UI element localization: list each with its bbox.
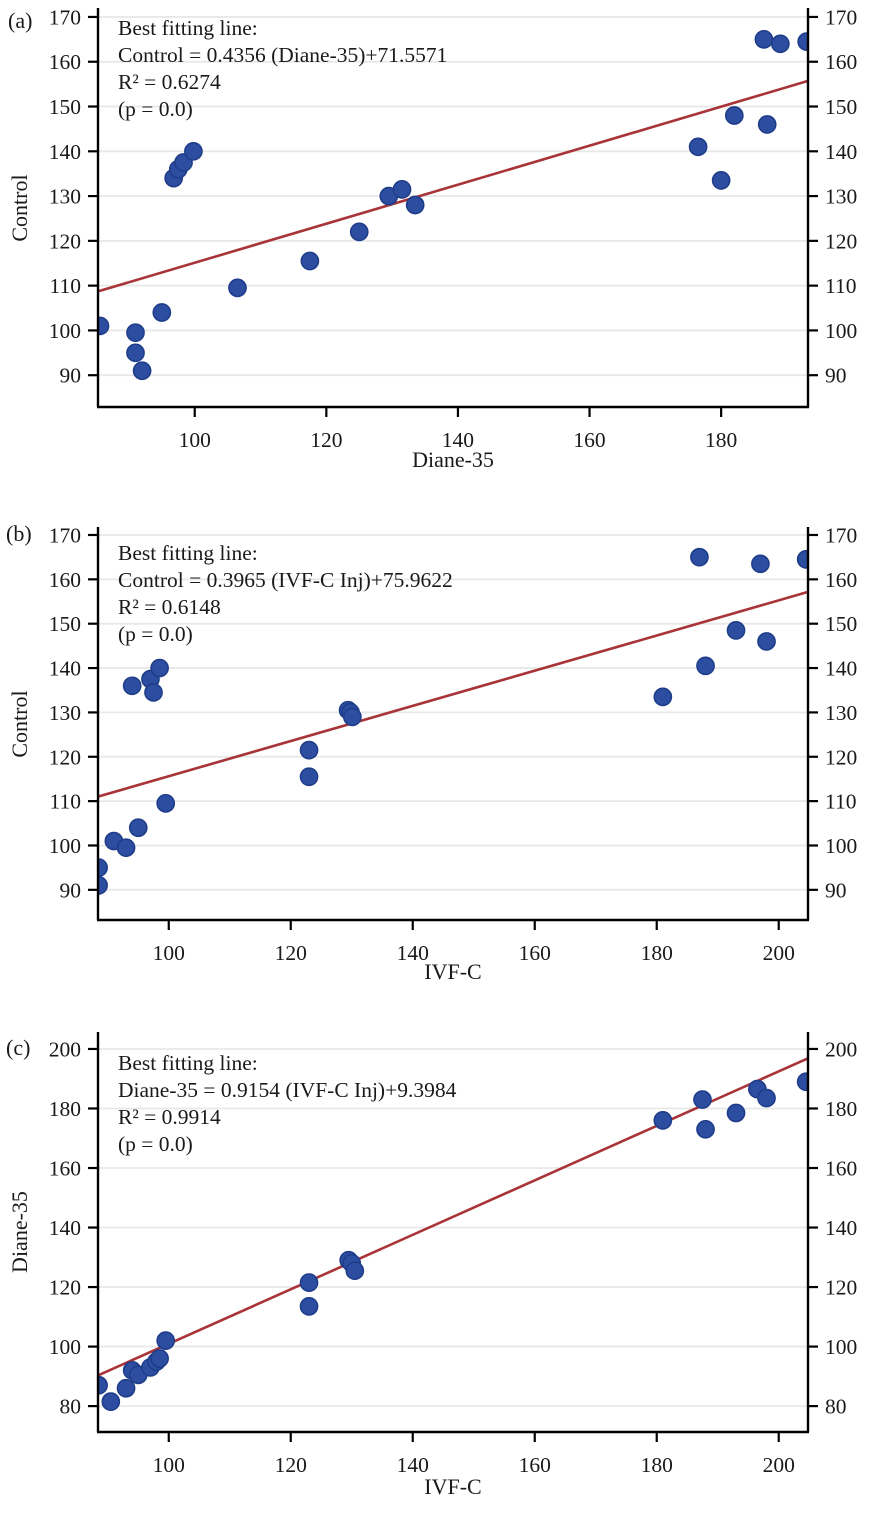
panel-label-a: (a): [8, 8, 33, 33]
svg-text:120: 120: [49, 1276, 81, 1300]
y-axis-label-b: Control: [7, 690, 32, 758]
svg-text:80: 80: [825, 1395, 847, 1419]
svg-text:160: 160: [519, 1453, 551, 1477]
svg-text:90: 90: [825, 878, 847, 902]
svg-text:120: 120: [825, 745, 857, 769]
svg-text:110: 110: [50, 790, 81, 814]
y-axis-label-a: Control: [7, 174, 32, 242]
fit-annotation-b: Best fitting line: Control = 0.3965 (IVF…: [118, 540, 453, 648]
svg-text:150: 150: [49, 95, 81, 119]
svg-text:80: 80: [60, 1395, 82, 1419]
svg-text:170: 170: [825, 523, 857, 547]
svg-text:130: 130: [49, 701, 81, 725]
svg-text:90: 90: [60, 878, 82, 902]
svg-text:100: 100: [153, 941, 185, 965]
annotation-line: (p = 0.0): [118, 1132, 193, 1156]
scatter-plot-a: 90 90 100 100 110 110 120 120 130 130 140 140 150 150…: [49, 5, 858, 452]
svg-text:140: 140: [49, 140, 81, 164]
svg-text:170: 170: [49, 5, 81, 29]
svg-text:160: 160: [49, 568, 81, 592]
svg-text:200: 200: [825, 1037, 857, 1061]
svg-text:100: 100: [825, 834, 857, 858]
annotation-line: Control = 0.4356 (Diane-35)+71.5571: [118, 43, 448, 67]
svg-text:130: 130: [825, 185, 857, 209]
svg-text:120: 120: [49, 229, 81, 253]
svg-text:120: 120: [825, 1276, 857, 1300]
svg-text:150: 150: [825, 95, 857, 119]
svg-text:160: 160: [49, 50, 81, 74]
svg-text:140: 140: [825, 140, 857, 164]
svg-text:100: 100: [153, 1453, 185, 1477]
svg-text:120: 120: [275, 1453, 307, 1477]
scatter-panel-a: 90 90 100 100 110 110 120 120 130 130 140 140 150 150…: [0, 0, 874, 514]
annotation-line: Diane-35 = 0.9154 (IVF-C Inj)+9.3984: [118, 1078, 457, 1102]
svg-text:100: 100: [49, 1335, 81, 1359]
y-axis-label-c: Diane-35: [7, 1191, 32, 1273]
svg-text:170: 170: [49, 523, 81, 547]
svg-text:200: 200: [763, 1453, 795, 1477]
svg-text:140: 140: [825, 657, 857, 681]
svg-text:140: 140: [397, 1453, 429, 1477]
svg-text:110: 110: [825, 274, 856, 298]
annotation-line: Best fitting line:: [118, 541, 258, 565]
svg-text:160: 160: [825, 1157, 857, 1181]
panel-label-b: (b): [6, 521, 32, 546]
panel-label-c: (c): [6, 1035, 31, 1060]
svg-text:90: 90: [825, 364, 847, 388]
svg-text:150: 150: [49, 612, 81, 636]
svg-text:140: 140: [825, 1216, 857, 1240]
svg-text:160: 160: [825, 568, 857, 592]
annotation-line: (p = 0.0): [118, 622, 193, 646]
svg-text:140: 140: [397, 941, 429, 965]
svg-text:160: 160: [519, 941, 551, 965]
annotation-line: Best fitting line:: [118, 1051, 258, 1075]
svg-text:110: 110: [50, 274, 81, 298]
svg-text:100: 100: [825, 319, 857, 343]
svg-text:200: 200: [49, 1037, 81, 1061]
svg-text:130: 130: [825, 701, 857, 725]
svg-text:170: 170: [825, 5, 857, 29]
svg-text:100: 100: [49, 834, 81, 858]
annotation-line: R² = 0.9914: [118, 1105, 221, 1129]
svg-text:180: 180: [825, 1097, 857, 1121]
svg-text:110: 110: [825, 790, 856, 814]
x-axis-label-b: IVF-C: [424, 959, 482, 984]
svg-text:90: 90: [60, 364, 82, 388]
svg-text:160: 160: [825, 50, 857, 74]
svg-text:120: 120: [825, 229, 857, 253]
svg-text:180: 180: [705, 428, 737, 452]
svg-text:200: 200: [763, 941, 795, 965]
scatter-plot-c: 80 80 100 100 120 120 140 140 160 160 180 180 200 200…: [49, 1032, 857, 1477]
fit-annotation-c: Best fitting line: Diane-35 = 0.9154 (IV…: [118, 1050, 456, 1158]
svg-text:100: 100: [179, 428, 211, 452]
annotation-line: R² = 0.6274: [118, 70, 221, 94]
svg-text:140: 140: [49, 657, 81, 681]
svg-text:140: 140: [442, 428, 474, 452]
svg-text:180: 180: [641, 941, 673, 965]
x-axis-label-c: IVF-C: [424, 1474, 482, 1499]
svg-text:160: 160: [573, 428, 605, 452]
fit-annotation-a: Best fitting line: Control = 0.4356 (Dia…: [118, 15, 447, 123]
svg-text:100: 100: [49, 319, 81, 343]
svg-text:120: 120: [275, 941, 307, 965]
svg-text:140: 140: [49, 1216, 81, 1240]
svg-text:180: 180: [49, 1097, 81, 1121]
annotation-line: Control = 0.3965 (IVF-C Inj)+75.9622: [118, 568, 453, 592]
svg-text:150: 150: [825, 612, 857, 636]
svg-text:130: 130: [49, 185, 81, 209]
annotation-line: (p = 0.0): [118, 97, 193, 121]
svg-text:160: 160: [49, 1157, 81, 1181]
x-axis-label-a: Diane-35: [412, 447, 494, 472]
svg-text:100: 100: [825, 1335, 857, 1359]
scatter-panel-b: 90 90 100 100 110 110 120 120 130 130 140 140 150 150…: [0, 514, 874, 1017]
svg-text:120: 120: [310, 428, 342, 452]
svg-text:180: 180: [641, 1453, 673, 1477]
annotation-line: Best fitting line:: [118, 16, 258, 40]
scatter-panel-c: 80 80 100 100 120 120 140 140 160 160 180 180 200 200…: [0, 1017, 874, 1513]
annotation-line: R² = 0.6148: [118, 595, 221, 619]
scatter-plot-b: 90 90 100 100 110 110 120 120 130 130 140 140 150 150…: [49, 523, 858, 965]
svg-text:120: 120: [49, 745, 81, 769]
